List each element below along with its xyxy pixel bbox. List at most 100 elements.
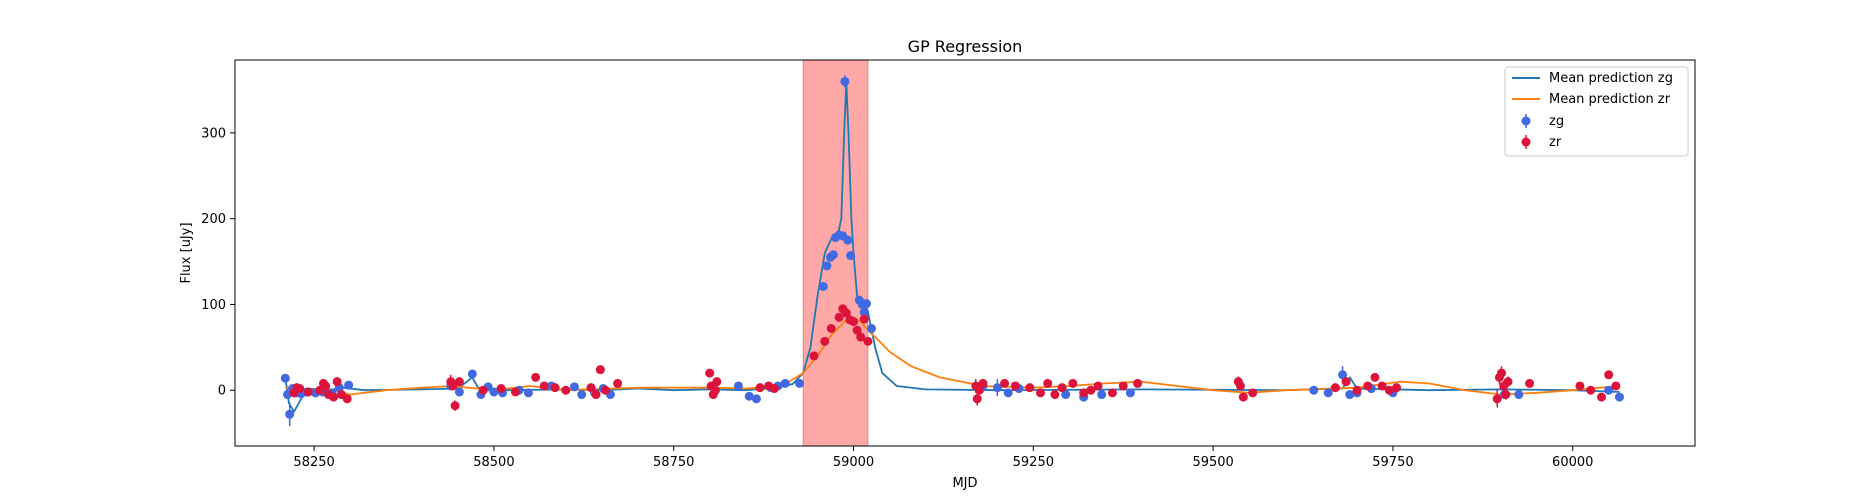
data-point-zr <box>1497 368 1507 378</box>
data-point-zr <box>1057 383 1067 393</box>
data-point-zr <box>841 308 851 318</box>
data-point-zg <box>285 409 295 419</box>
data-point-zr <box>863 336 873 346</box>
data-point-zr <box>820 336 830 346</box>
x-tick-label: 58500 <box>473 455 514 470</box>
data-point-zr <box>809 351 819 361</box>
data-point-zr <box>826 323 836 333</box>
data-point-zr <box>600 385 610 395</box>
y-tick-label: 100 <box>201 298 226 313</box>
legend: Mean prediction zg Mean prediction zr zg… <box>1504 66 1689 157</box>
data-point-zg <box>1309 385 1319 395</box>
data-point-zg <box>1614 392 1624 402</box>
y-tick-label: 200 <box>201 212 226 227</box>
data-point-zr <box>974 385 984 395</box>
data-point-zr <box>852 325 862 335</box>
x-tick-label: 59750 <box>1372 455 1413 470</box>
x-tick-label: 59000 <box>833 455 874 470</box>
legend-label-zr-mean: Mean prediction zr <box>1549 92 1671 107</box>
data-point-zr <box>710 385 720 395</box>
series-points-zr <box>289 304 1621 411</box>
data-point-zr <box>1604 370 1614 380</box>
data-point-zr <box>591 390 601 400</box>
data-point-zg <box>859 307 869 317</box>
data-point-zr <box>1036 388 1046 398</box>
data-point-zr <box>478 385 488 395</box>
data-point-zr <box>1370 372 1380 382</box>
legend-label-zr: zr <box>1549 135 1562 150</box>
data-point-zg <box>454 387 464 397</box>
data-point-zr <box>769 384 779 394</box>
data-point-zr <box>1611 381 1621 391</box>
x-tick-label: 58750 <box>653 455 694 470</box>
data-point-zr <box>1086 385 1096 395</box>
data-point-zg <box>1097 390 1107 400</box>
data-point-zr <box>1352 385 1362 395</box>
data-point-zr <box>1050 390 1060 400</box>
data-point-zr <box>978 378 988 388</box>
data-point-zg <box>840 76 850 86</box>
data-point-zr <box>1000 378 1010 388</box>
legend-marker-zg <box>1521 116 1531 126</box>
data-point-zr <box>1235 381 1245 391</box>
x-tick-label: 58250 <box>293 455 334 470</box>
data-point-zr <box>586 383 596 393</box>
data-point-zr <box>1586 385 1596 395</box>
data-point-zr <box>1043 378 1053 388</box>
data-point-zr <box>1341 377 1351 387</box>
data-point-zr <box>1392 383 1402 393</box>
data-point-zr <box>454 377 464 387</box>
data-point-zr <box>1248 388 1258 398</box>
y-tick-label: 300 <box>201 126 226 141</box>
data-point-zg <box>1125 388 1135 398</box>
data-point-zg <box>280 373 290 383</box>
data-point-zg <box>467 369 477 379</box>
data-point-zg <box>1338 370 1348 380</box>
data-point-zr <box>295 384 305 394</box>
data-point-zr <box>1238 392 1248 402</box>
data-point-zr <box>1010 381 1020 391</box>
data-point-zg <box>795 378 805 388</box>
data-point-zg <box>1345 390 1355 400</box>
chart-title: GP Regression <box>908 37 1023 56</box>
data-point-zr <box>1525 378 1535 388</box>
data-point-zr <box>1068 378 1078 388</box>
x-axis-label: MJD <box>952 476 977 491</box>
y-tick-label: 0 <box>218 384 226 399</box>
data-point-zg <box>344 380 354 390</box>
x-tick-label: 59500 <box>1192 455 1233 470</box>
data-point-zr <box>448 381 458 391</box>
data-point-zr <box>834 312 844 322</box>
data-point-zg <box>744 391 754 401</box>
data-point-zr <box>561 385 571 395</box>
data-point-zg <box>828 250 838 260</box>
data-point-zr <box>705 368 715 378</box>
data-point-zr <box>1079 388 1089 398</box>
data-point-zr <box>613 378 623 388</box>
data-point-zg <box>523 388 533 398</box>
data-point-zr <box>1501 390 1511 400</box>
data-point-zg <box>818 281 828 291</box>
data-point-zr <box>1492 394 1502 404</box>
legend-label-zg: zg <box>1549 114 1564 129</box>
legend-label-zg-mean: Mean prediction zg <box>1549 71 1673 86</box>
series-layer <box>280 75 1624 427</box>
data-point-zg <box>577 390 587 400</box>
data-point-zg <box>1514 390 1524 400</box>
data-point-zr <box>329 392 339 402</box>
data-point-zr <box>1107 388 1117 398</box>
data-point-zr <box>550 383 560 393</box>
x-tick-label: 60000 <box>1552 455 1593 470</box>
data-point-zr <box>303 387 313 397</box>
data-point-zr <box>1330 383 1340 393</box>
data-point-zr <box>1133 378 1143 388</box>
data-point-zg <box>780 378 790 388</box>
data-point-zr <box>1363 381 1373 391</box>
data-point-zg <box>751 394 761 404</box>
data-point-zr <box>849 317 859 327</box>
data-point-zg <box>1323 388 1333 398</box>
legend-box <box>1504 66 1689 157</box>
data-point-zr <box>1025 383 1035 393</box>
data-point-zg <box>843 235 853 245</box>
